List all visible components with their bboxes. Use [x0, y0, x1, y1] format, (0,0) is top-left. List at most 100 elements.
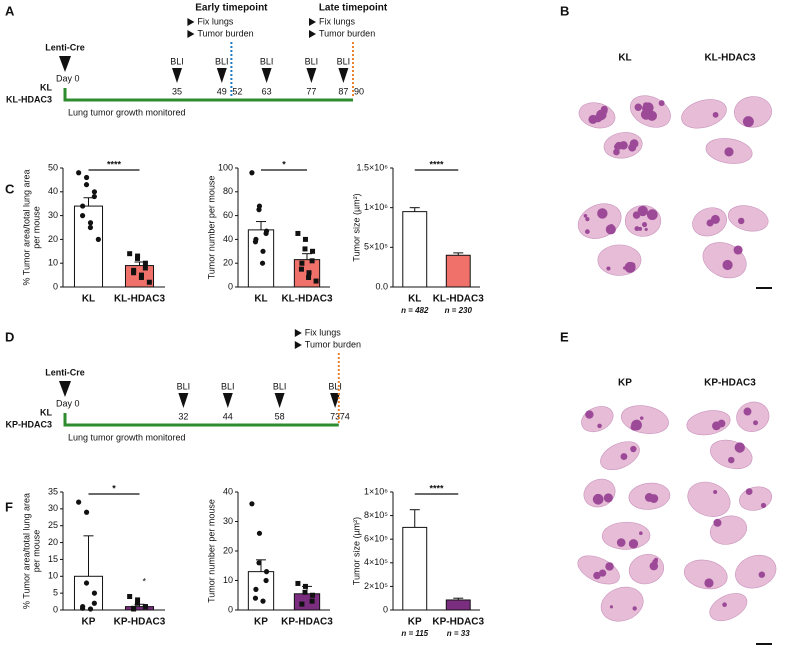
step-arrow [294, 341, 302, 349]
bli-day: 44 [223, 411, 233, 421]
panel-label: C [5, 181, 15, 196]
tumor-spot [620, 453, 628, 460]
y-tick-label: 60 [223, 210, 233, 220]
image-label: KP-HDAC3 [704, 378, 756, 389]
step-arrow [309, 30, 316, 38]
tumor-spot [711, 421, 721, 431]
bar [247, 571, 275, 611]
data-point [79, 213, 86, 219]
bar [73, 205, 104, 288]
n-label: n = 230 [445, 306, 473, 315]
data-point [127, 594, 133, 600]
data-point [299, 601, 305, 607]
panel-label: A [5, 3, 15, 18]
data-point [87, 606, 94, 612]
tumor-spot [634, 226, 640, 232]
y-tick-label: 35 [48, 486, 58, 496]
lung-lobe [735, 554, 777, 589]
panel-label: E [560, 329, 569, 344]
bli-day: 35 [172, 86, 182, 96]
note: Lung tumor growth monitored [68, 432, 186, 442]
group-label: KL [40, 82, 52, 92]
step-text: Tumor burden [305, 339, 361, 349]
bli-label: BLI [273, 381, 287, 391]
group-label: KP-HDAC3 [5, 419, 52, 429]
group-label: KL-HDAC3 [6, 94, 52, 104]
tumor-spot [605, 562, 614, 571]
tumor-spot [724, 147, 734, 157]
data-point [83, 509, 90, 515]
lung-lobe [577, 555, 620, 585]
bli-label: BLI [215, 56, 229, 66]
data-point [142, 260, 148, 266]
tumor-spot [632, 606, 637, 611]
y-axis-label: % Tumor area/total lung area [21, 169, 31, 285]
lung-lobe [600, 586, 644, 622]
lung-lobe [709, 515, 748, 545]
y-tick-label: 6×10⁵ [364, 534, 388, 544]
y-tick-label: 10 [223, 575, 233, 585]
step-text: Fix lungs [305, 327, 342, 337]
data-point [295, 580, 301, 586]
data-point [295, 230, 301, 236]
image-label: KP [618, 378, 632, 389]
y-tick-label: 30 [223, 516, 233, 526]
data-point [253, 586, 259, 592]
bli-day: 77 [306, 86, 316, 96]
data-point [310, 248, 316, 254]
n-label: n = 115 [401, 629, 428, 638]
data-point [142, 604, 148, 610]
tumor-spot [600, 105, 608, 113]
y-tick-label: 80 [223, 186, 233, 196]
data-point [252, 595, 259, 601]
tumor-spot [658, 100, 665, 107]
step-text: Tumor burden [319, 28, 375, 38]
significance-label: **** [429, 159, 444, 169]
tumor-spot [753, 420, 758, 426]
data-point [249, 170, 255, 176]
y-tick-label: 0.0 [375, 281, 388, 291]
tumor-spot [760, 502, 767, 509]
y-axis-label: per mouse [31, 530, 41, 573]
bli-day: 58 [275, 411, 285, 421]
data-point [260, 598, 266, 604]
tumor-spot [613, 143, 620, 150]
lung-lobe [687, 481, 731, 517]
tumor-spot [613, 148, 620, 156]
lung-lobe [600, 441, 640, 471]
y-tick-label: 20 [223, 545, 233, 555]
x-tick-label: KL [408, 294, 421, 305]
y-axis-label: Tumor size (µm²) [351, 517, 361, 585]
y-axis-label: Tumor size (µm²) [351, 193, 361, 261]
bli-day: 32 [178, 411, 188, 421]
timepoint-day: 90 [354, 86, 364, 96]
bar [124, 606, 155, 611]
tumor-spot [592, 493, 604, 505]
tumor-spot [704, 578, 714, 588]
tumor-spot [606, 266, 611, 271]
tumor-spot [639, 531, 643, 536]
x-tick-label: KL [82, 294, 95, 305]
tumor-spot [733, 245, 743, 255]
data-point [306, 274, 312, 280]
step-arrow [309, 18, 316, 26]
tumor-spot [632, 211, 641, 219]
y-tick-label: 10 [48, 571, 58, 581]
tumor-spot [649, 494, 659, 503]
y-tick-label: 25 [48, 520, 58, 530]
lung-lobe [709, 593, 748, 622]
lung-lobe [683, 559, 728, 590]
n-label: n = 482 [401, 306, 429, 315]
data-point [146, 279, 152, 285]
y-tick-label: 2×10⁵ [364, 581, 388, 591]
y-tick-label: 50 [48, 162, 58, 172]
tumor-spot [639, 416, 644, 420]
data-point [256, 560, 262, 566]
step-text: Fix lungs [319, 16, 356, 26]
y-tick-label: 20 [223, 258, 233, 268]
tumor-spot [637, 205, 648, 217]
lung-lobe [583, 478, 616, 508]
data-point [87, 220, 94, 226]
lung-lobe [601, 521, 651, 550]
y-tick-label: 5 [53, 588, 58, 598]
